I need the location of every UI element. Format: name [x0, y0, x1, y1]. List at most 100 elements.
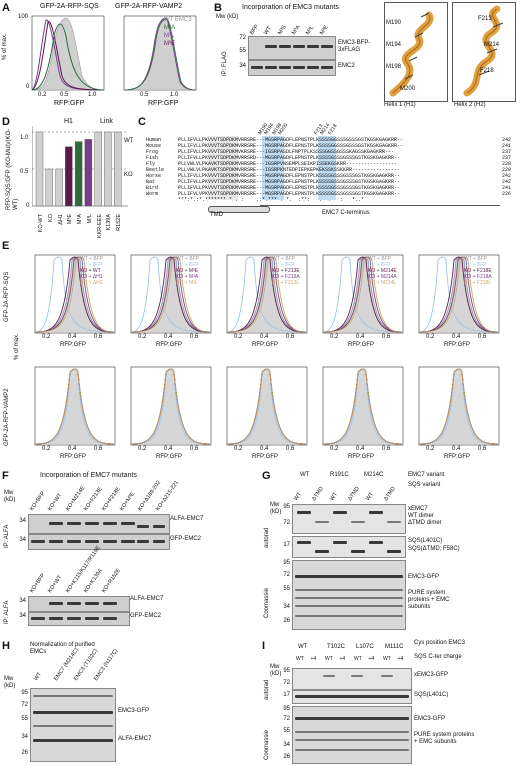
- sequence: PLLIFVLLPKVVVTSDPDKMVRRSRE---MGSRPAGDFLE…: [178, 173, 401, 179]
- species-name: Worm: [146, 191, 159, 197]
- charge-lane-label: WT: [354, 656, 362, 662]
- panel-i-label: I: [262, 640, 266, 652]
- panel-b-mw: Mw (kD): [216, 14, 239, 20]
- d-bar: [104, 131, 112, 207]
- panel-h-band-emc7: ALFA-EMC7: [118, 736, 152, 742]
- e-xtick: 0.4: [452, 446, 461, 452]
- sequence: PLLVWLVLPKAVKTSDPDKMVRRSRE---IGSRPKNTEDP…: [178, 167, 401, 173]
- panel-i-marker2: 95: [283, 706, 290, 712]
- panel-g-sqs-label: SQS variant: [408, 482, 441, 488]
- sequence-end: 237: [502, 149, 512, 155]
- e-histogram: [226, 366, 308, 446]
- panel-f-side: IP: ALFA: [4, 524, 10, 548]
- e-curve: [130, 256, 211, 333]
- lane-label: M³S: [277, 24, 288, 36]
- d-bar: [35, 131, 44, 207]
- panel-g-variant-wt: WT: [300, 472, 310, 478]
- alignment-row: Bird PLLIFVLLPKVVVTSDPDKMVRRSRE---MGSRPAG…: [146, 185, 520, 191]
- e-curve: [418, 256, 499, 333]
- helix2-label-f218: F218: [480, 68, 494, 74]
- lane-label: KO+WT: [47, 574, 64, 594]
- panel-b-title: Incorporation of EMC3 mutants: [242, 4, 339, 11]
- lane-label: WT: [365, 491, 375, 502]
- e-histogram: [226, 254, 308, 334]
- e-curve: [418, 368, 499, 445]
- panel-i-mw: Mw (kD): [270, 664, 282, 677]
- panel-h-gel: [30, 688, 116, 762]
- e-histogram: [130, 254, 212, 334]
- alignment-row: Frog PLLIFVLLPKVVVTSDPDKMVKRSRE---IGSRPAS…: [146, 149, 520, 155]
- lane-label: KO+BFP: [29, 572, 47, 594]
- panel-g-mw: Mw (kD): [270, 502, 282, 515]
- e-curve: [226, 368, 307, 445]
- panel-b-band1: EMC3-BFP-3xFLAG: [338, 40, 371, 53]
- panel-i-pure: PURE system proteins + EMC subunits: [414, 732, 475, 745]
- panel-f-band2: GFP-EMC2: [170, 536, 202, 542]
- panel-i-marker2: 55: [283, 728, 290, 734]
- panel-h-marker: 95: [21, 690, 28, 696]
- e-xlabel: RFP:GFP: [156, 454, 183, 460]
- alignment-row: Beetle PLLVWLVLPKAVKTSDPDKMVRRSRE---IGSRP…: [146, 167, 520, 173]
- e-xtick: 0.2: [330, 334, 339, 340]
- panel-a-xtick: 1.0: [88, 92, 97, 98]
- e-curve: [322, 256, 403, 333]
- helix1-label-m190: M190: [386, 20, 402, 26]
- d-bar: [55, 168, 63, 207]
- e-histogram: [418, 366, 500, 446]
- panel-i-groups: WT T102C L107C M111C: [294, 644, 412, 654]
- panel-h-marker: 55: [21, 716, 28, 722]
- species-name: Human: [146, 137, 162, 143]
- panel-f-mw: Mw (kD): [4, 490, 16, 503]
- panel-c-cterm-line: [260, 205, 500, 206]
- e-legend-entry: KO + M214E: [368, 268, 397, 274]
- e-xtick: 0.2: [234, 446, 243, 452]
- lane-label: ΔTMD: [311, 485, 325, 502]
- cys-group-label: L107C: [356, 644, 374, 650]
- lane-label: ΔTMD: [383, 485, 397, 502]
- sequence: PLLIFVLLPKVVVTSDPDKMVRRSRE---MGSRPAGDFLE…: [178, 179, 401, 185]
- panel-a-right-title: GFP-2A-RFP-VAMP2: [115, 3, 183, 10]
- panel-h-band-emc3: EMC3-GFP: [118, 708, 150, 714]
- panel-i-band-sqs: SQS(L401C): [414, 692, 449, 698]
- panel-d-ytick: 1.0: [20, 135, 29, 141]
- d-category-label: KO-WT: [38, 214, 44, 233]
- e-plot-frame: [130, 254, 212, 334]
- e-histogram: [130, 366, 212, 446]
- e-xtick: 0.2: [426, 334, 435, 340]
- species-name: Fly: [146, 161, 156, 167]
- panel-i-coomassie-label: Coomassie: [264, 729, 270, 760]
- e-plot-frame: [226, 254, 308, 334]
- d-category-label: KO: [47, 214, 54, 222]
- e-legend-entry: KO + M214L: [368, 280, 397, 286]
- panel-a-legend-m3e: M³E: [164, 41, 175, 47]
- panel-e-plots: WT + BFP KO + BFP KO + WT KO + ΔH1 KO + ΔH2 0…: [24, 244, 520, 464]
- e-xtick: 0.6: [286, 334, 295, 340]
- panel-g-lanes: WT ΔTMD WT ΔTMD WT ΔTMD: [293, 480, 404, 502]
- e-xtick: 0.6: [382, 334, 391, 340]
- cys-group-label: T102C: [327, 644, 346, 650]
- panel-i-band-xemc3: xEMC3-GFP: [414, 672, 449, 678]
- d-bar: [84, 139, 93, 207]
- d-category-label: M³A: [77, 214, 84, 225]
- d-category-label: M³L: [86, 214, 93, 224]
- lane-label: WT: [329, 491, 339, 502]
- panel-f-marker: 34: [19, 613, 26, 619]
- species-name: Beetle: [146, 167, 165, 173]
- e-legend-entry: WT + BFP: [272, 256, 296, 262]
- e-legend-entry: KO + M214A: [368, 274, 397, 280]
- e-xtick: 0.2: [42, 334, 51, 340]
- e-xtick: 0.6: [94, 446, 103, 452]
- panel-b-band2: EMC2: [338, 63, 355, 69]
- panel-i-autorad: autorad: [264, 679, 270, 700]
- panel-f-title: Incorporation of EMC7 mutants: [40, 472, 137, 479]
- sequence-end: 242: [502, 179, 512, 185]
- d-category-label: K139A: [106, 214, 113, 231]
- panel-a-histograms: [31, 15, 197, 91]
- lane-label: KO+R152E: [101, 567, 123, 594]
- panel-a-xtick: 0.2: [38, 92, 47, 98]
- panel-a-xlabel: RFP:GFP: [54, 100, 85, 107]
- panel-f-blot-1: [28, 514, 170, 534]
- panel-b-side: IP: FLAG: [222, 51, 228, 76]
- panel-d-ko: KO: [124, 172, 133, 178]
- e-legend-entry: KO + WT: [80, 268, 101, 274]
